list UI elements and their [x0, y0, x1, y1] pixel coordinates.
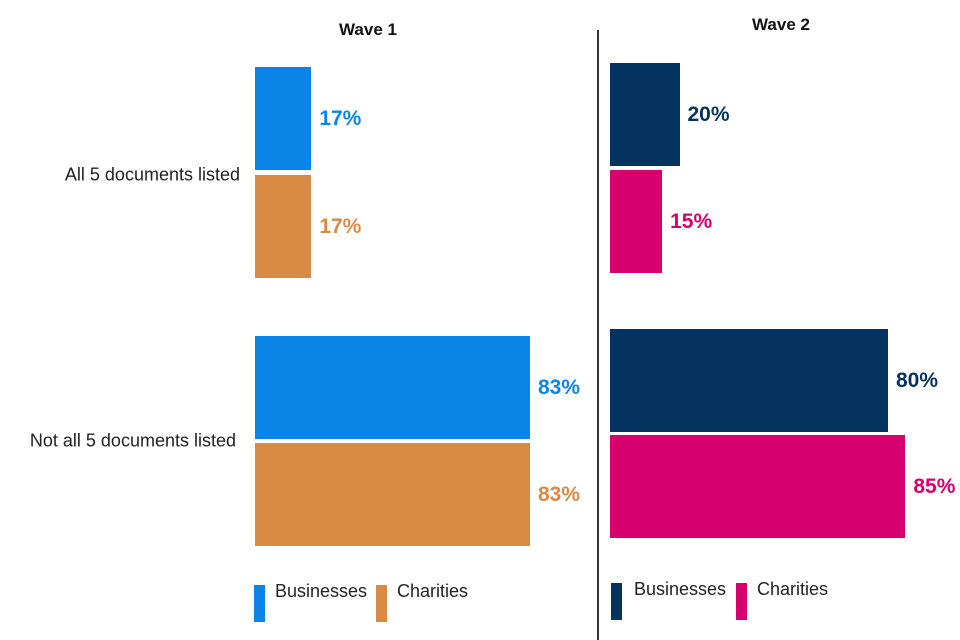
wave-divider [597, 30, 599, 640]
data-label: 85% [913, 474, 956, 498]
bar-wave1-businesses-not-all [255, 336, 530, 439]
bar-wave1-businesses-all [255, 67, 312, 170]
legend-label-charities: Charities [397, 581, 469, 601]
data-label: 20% [687, 102, 730, 126]
data-label: 80% [896, 368, 939, 392]
wave2-title: Wave 2 [752, 15, 810, 34]
bar-wave2-businesses-not-all [610, 329, 888, 432]
legend-swatch-charities [736, 583, 747, 620]
category-label-not-all: Not all 5 documents listed [29, 430, 236, 451]
data-label: 83% [537, 482, 580, 506]
data-label: 15% [670, 209, 713, 233]
legend-swatch-charities [376, 585, 387, 622]
bar-wave2-charities-not-all [610, 435, 906, 538]
legend-swatch-businesses [611, 583, 622, 620]
bar-wave1-charities-all [255, 175, 312, 278]
category-label-all: All 5 documents listed [64, 164, 240, 185]
bar-wave2-businesses-all [610, 63, 680, 166]
data-label: 83% [537, 375, 580, 399]
bar-wave2-charities-all [610, 170, 663, 273]
legend-label-businesses: Businesses [634, 579, 727, 599]
legend-swatch-businesses [254, 585, 265, 622]
legend-label-businesses: Businesses [275, 581, 368, 601]
wave1-title: Wave 1 [339, 20, 397, 39]
data-label: 17% [319, 214, 362, 238]
data-label: 17% [319, 106, 362, 130]
legend-label-charities: Charities [757, 579, 829, 599]
bar-wave1-charities-not-all [255, 443, 530, 546]
